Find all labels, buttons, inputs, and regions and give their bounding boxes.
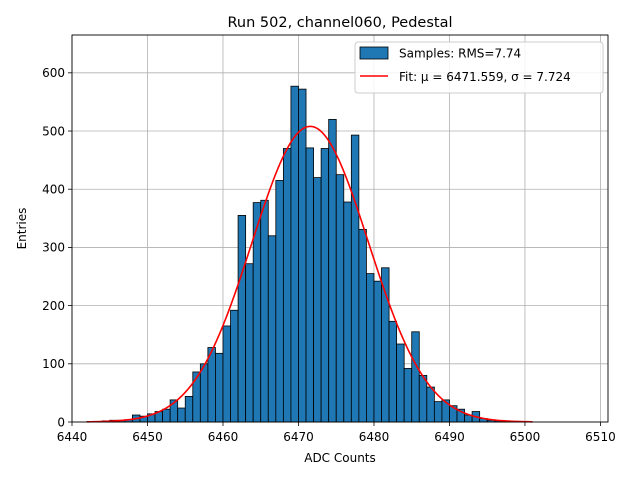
y-tick-label: 200 bbox=[42, 299, 65, 313]
legend-histogram-label: Samples: RMS=7.74 bbox=[399, 47, 521, 61]
histogram-bar bbox=[418, 375, 428, 423]
histogram-bar bbox=[388, 320, 398, 423]
histogram-bar bbox=[426, 386, 435, 423]
histogram-bar bbox=[373, 280, 382, 423]
histogram-bar bbox=[313, 177, 322, 423]
histogram-bar bbox=[433, 401, 443, 423]
histogram-bar bbox=[343, 201, 352, 423]
histogram-bar bbox=[222, 325, 231, 423]
x-tick-label: 6440 bbox=[57, 430, 88, 444]
histogram-bar bbox=[366, 273, 375, 423]
legend-fit-label: Fit: μ = 6471.559, σ = 7.724 bbox=[399, 70, 571, 84]
y-tick-label: 300 bbox=[42, 241, 65, 255]
legend-bar-swatch bbox=[359, 46, 389, 60]
x-axis-label: ADC Counts bbox=[304, 451, 376, 465]
histogram-bar bbox=[335, 174, 345, 423]
fit-curve bbox=[87, 125, 533, 423]
y-tick-label: 500 bbox=[42, 124, 65, 138]
y-tick-label: 0 bbox=[57, 415, 65, 429]
histogram-bar bbox=[328, 118, 337, 423]
x-tick-label: 6510 bbox=[585, 430, 616, 444]
histogram-bar bbox=[192, 371, 201, 423]
histogram-bar bbox=[396, 343, 405, 423]
histogram-bar bbox=[282, 148, 292, 423]
y-tick-label: 400 bbox=[42, 183, 65, 197]
histogram-bar bbox=[207, 347, 216, 423]
plot-frame bbox=[71, 34, 609, 423]
y-tick-label: 600 bbox=[42, 66, 65, 80]
histogram-bar bbox=[305, 147, 314, 423]
histogram-bar bbox=[298, 88, 307, 423]
histogram-bar bbox=[350, 134, 360, 423]
histogram-bar bbox=[358, 228, 367, 423]
x-tick-label: 6460 bbox=[208, 430, 239, 444]
histogram-bar bbox=[215, 352, 224, 423]
histogram-bar bbox=[260, 199, 269, 423]
histogram-bar bbox=[275, 180, 284, 423]
histogram-bar bbox=[411, 331, 420, 423]
histogram-bar bbox=[320, 148, 330, 423]
chart-title: Run 502, channel060, Pedestal bbox=[227, 15, 452, 31]
x-tick-label: 6500 bbox=[510, 430, 541, 444]
histogram-bar bbox=[245, 263, 254, 423]
histogram-bar bbox=[162, 408, 171, 423]
x-tick-label: 6490 bbox=[434, 430, 465, 444]
histogram-bar bbox=[177, 407, 186, 423]
legend-box bbox=[354, 41, 604, 94]
x-tick-label: 6470 bbox=[283, 430, 314, 444]
y-axis-ticks: 0 100 200 300 400 500 600 bbox=[42, 66, 72, 429]
y-tick-label: 100 bbox=[42, 357, 65, 371]
legend: Samples: RMS=7.74 Fit: μ = 6471.559, σ =… bbox=[354, 41, 604, 94]
x-tick-label: 6450 bbox=[132, 430, 163, 444]
histogram-bar bbox=[237, 215, 247, 423]
histogram-bar bbox=[184, 395, 194, 423]
histogram-bar bbox=[267, 235, 277, 423]
x-tick-label: 6480 bbox=[359, 430, 390, 444]
y-axis-label: Entries bbox=[15, 208, 29, 250]
histogram-bar bbox=[230, 309, 239, 423]
x-axis-ticks: 6440 6450 6460 6470 6480 6490 6500 6510 bbox=[57, 422, 616, 444]
histogram-bar bbox=[403, 368, 413, 423]
histogram-bar bbox=[199, 363, 209, 423]
